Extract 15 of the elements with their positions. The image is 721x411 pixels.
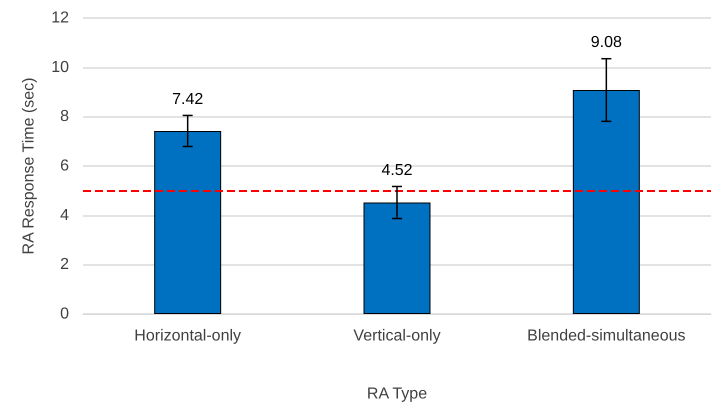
x-tick-label: Horizontal-only <box>134 328 242 344</box>
y-tick-label: 4 <box>60 206 70 224</box>
x-tick-label: Blended-simultaneous <box>527 328 686 344</box>
y-tick-label: 10 <box>51 58 70 76</box>
data-label: 9.08 <box>590 34 622 52</box>
data-label: 7.42 <box>172 90 204 108</box>
y-tick-label: 6 <box>60 158 70 174</box>
y-tick-label: 0 <box>60 306 70 322</box>
y-tick-label: 12 <box>51 10 70 26</box>
y-axis-title: RA Response Time (sec) <box>20 78 38 254</box>
x-axis-title: RA Type <box>366 386 428 402</box>
x-tick-label: Vertical-only <box>353 328 441 344</box>
y-tick-label: 8 <box>60 108 70 126</box>
y-tick-label: 2 <box>60 256 70 274</box>
data-label: 4.52 <box>381 162 413 179</box>
